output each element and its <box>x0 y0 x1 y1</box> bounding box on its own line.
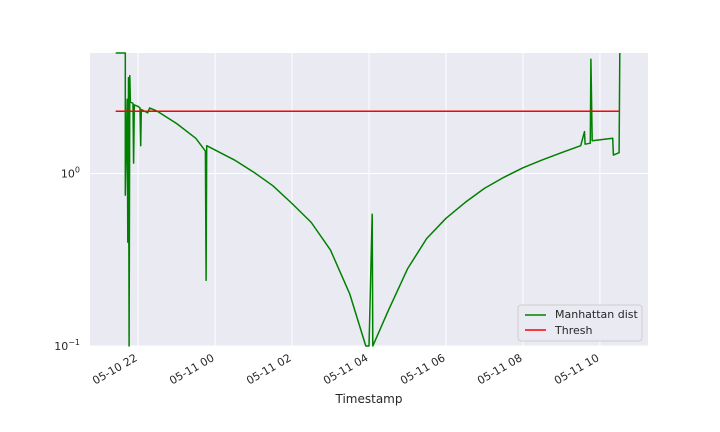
x-axis-title: Timestamp <box>335 392 403 406</box>
legend: Manhattan dist Thresh <box>517 304 643 342</box>
x-tick-labels: 05-10 22 05-11 00 05-11 02 05-11 04 05-11 06… <box>90 351 601 387</box>
series-line-manhattan-dist <box>115 52 621 347</box>
x-tick-label: 05-11 04 <box>321 351 370 387</box>
x-tick-label: 05-11 02 <box>244 351 293 387</box>
grid <box>90 53 648 347</box>
legend-label-thresh: Thresh <box>554 324 592 337</box>
x-tick-label: 05-10 22 <box>90 351 139 387</box>
series-layer <box>115 52 621 347</box>
x-tick-label: 05-11 08 <box>475 351 524 387</box>
legend-box <box>517 304 643 342</box>
legend-label-manhattan: Manhattan dist <box>555 308 639 321</box>
x-tick-label: 05-11 06 <box>398 351 447 387</box>
x-tick-label: 05-11 10 <box>552 351 601 387</box>
y-tick-label: 100 <box>61 166 80 181</box>
x-tick-label: 05-11 00 <box>167 351 216 387</box>
y-tick-labels: 100 10−1 <box>54 166 80 353</box>
y-tick-label: 10−1 <box>54 338 80 353</box>
